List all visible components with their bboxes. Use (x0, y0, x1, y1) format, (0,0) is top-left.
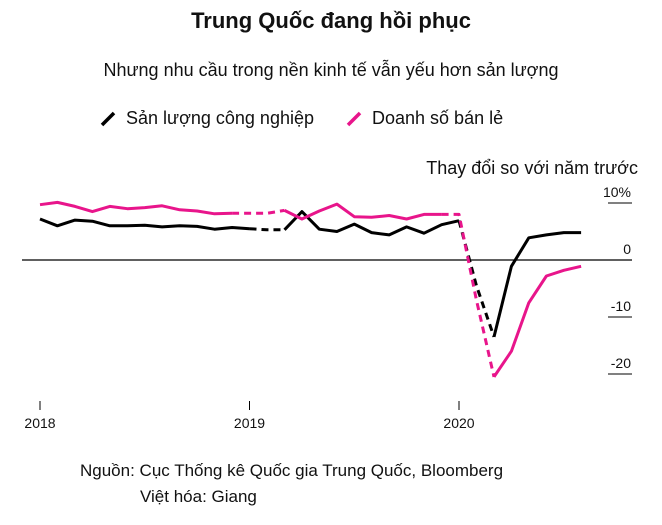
series-1-segment-0 (39, 200, 233, 216)
source-text: Nguồn: Cục Thống kê Quốc gia Trung Quốc,… (80, 461, 504, 480)
legend-item-retail-sales: Doanh số bán lẻ (346, 108, 503, 129)
source-note: Nguồn: Cục Thống kê Quốc gia Trung Quốc,… (80, 458, 503, 509)
legend-item-industrial-output: Sản lượng công nghiệp (100, 108, 314, 129)
series-0-segment-0 (39, 217, 250, 231)
grid-layer (22, 202, 632, 375)
series-1-segment-1 (232, 208, 285, 215)
x-tick-label-2: 2020 (443, 415, 474, 431)
x-tick-label-1: 2019 (234, 415, 265, 431)
series-1-segment-2 (283, 202, 442, 221)
chart-subtitle: Nhưng nhu cầu trong nền kinh tế vẫn yếu … (103, 60, 559, 80)
series-0-segment-4 (492, 231, 582, 338)
y-tick-label-2: -10 (611, 298, 631, 314)
axis-layer: 10% 0 -10 -20 2018 2019 2020 (24, 184, 631, 431)
series-0-segment-1 (249, 227, 285, 232)
series-layer (39, 200, 582, 378)
x-tick-label-0: 2018 (24, 415, 55, 431)
series-0-segment-2 (283, 210, 460, 237)
series-1-segment-3 (441, 212, 496, 378)
legend-swatch-retail-sales (346, 111, 362, 126)
legend-label-retail-sales: Doanh số bán lẻ (372, 108, 504, 128)
series-1-segment-4 (492, 264, 582, 378)
y-tick-label-0: 10% (603, 184, 631, 200)
legend-label-industrial-output: Sản lượng công nghiệp (126, 108, 314, 128)
y-tick-label-3: -20 (611, 355, 631, 371)
y-axis-label: Thay đổi so với năm trước (426, 158, 638, 178)
legend-swatch-industrial-output (100, 111, 116, 126)
credit-text: Việt hóa: Giang (140, 486, 257, 506)
legend: Sản lượng công nghiệp Doanh số bán lẻ (100, 108, 535, 129)
y-tick-label-1: 0 (623, 241, 631, 257)
chart-title: Trung Quốc đang hồi phục (191, 8, 471, 33)
